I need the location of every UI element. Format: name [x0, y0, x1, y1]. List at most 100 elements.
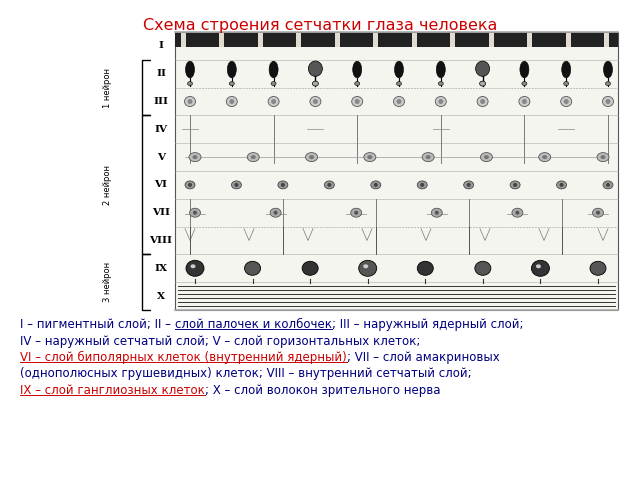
Ellipse shape [268, 96, 279, 107]
Ellipse shape [394, 61, 403, 78]
Ellipse shape [519, 96, 530, 107]
Text: 2 нейрон: 2 нейрон [104, 165, 113, 205]
Ellipse shape [191, 264, 195, 268]
Ellipse shape [605, 82, 611, 85]
Ellipse shape [394, 96, 404, 107]
Ellipse shape [431, 208, 442, 217]
Ellipse shape [234, 183, 239, 187]
Bar [604, 33, 609, 47]
Ellipse shape [596, 211, 600, 215]
Ellipse shape [559, 183, 564, 187]
Bar [412, 33, 417, 47]
Text: I: I [159, 41, 163, 50]
Ellipse shape [417, 181, 428, 189]
Ellipse shape [480, 99, 485, 104]
Bar [450, 33, 455, 47]
Ellipse shape [371, 181, 381, 189]
Ellipse shape [327, 183, 332, 187]
Ellipse shape [522, 82, 527, 85]
Ellipse shape [189, 153, 201, 162]
Ellipse shape [227, 96, 237, 107]
Ellipse shape [557, 181, 566, 189]
Ellipse shape [278, 181, 288, 189]
Bar [181, 33, 186, 47]
Ellipse shape [185, 181, 195, 189]
Ellipse shape [229, 82, 234, 85]
Ellipse shape [420, 183, 424, 187]
Bar [220, 33, 225, 47]
Bar [335, 33, 340, 47]
Ellipse shape [564, 82, 569, 85]
Ellipse shape [593, 208, 604, 217]
Text: VI: VI [154, 180, 168, 190]
Ellipse shape [227, 61, 236, 78]
Ellipse shape [310, 96, 321, 107]
Ellipse shape [355, 99, 360, 104]
Text: ; III – наружный ядерный слой;: ; III – наружный ядерный слой; [332, 318, 524, 331]
Text: ; X – слой волокон зрительного нерва: ; X – слой волокон зрительного нерва [205, 384, 440, 397]
Text: III: III [154, 97, 168, 106]
Ellipse shape [355, 82, 360, 85]
Text: слой палочек и колбочек: слой палочек и колбочек [175, 318, 332, 331]
Ellipse shape [352, 96, 363, 107]
Ellipse shape [520, 61, 529, 78]
Ellipse shape [422, 153, 434, 162]
Text: VI – слой биполярных клеток (внутренний ядерный): VI – слой биполярных клеток (внутренний … [20, 351, 347, 364]
Ellipse shape [374, 183, 378, 187]
Ellipse shape [189, 208, 200, 217]
Ellipse shape [193, 155, 198, 159]
Ellipse shape [438, 99, 444, 104]
Ellipse shape [438, 82, 444, 85]
Ellipse shape [539, 153, 550, 162]
Bar [488, 33, 493, 47]
Ellipse shape [522, 99, 527, 104]
Ellipse shape [229, 99, 234, 104]
Text: ; VII – слой амакриновых: ; VII – слой амакриновых [347, 351, 499, 364]
Bar [527, 33, 532, 47]
Ellipse shape [515, 211, 520, 215]
Text: IV: IV [154, 125, 168, 134]
Ellipse shape [604, 61, 612, 78]
Text: I – пигментный слой; II –: I – пигментный слой; II – [20, 318, 175, 331]
Ellipse shape [417, 261, 433, 276]
Ellipse shape [476, 61, 490, 76]
Ellipse shape [600, 155, 605, 159]
Ellipse shape [475, 261, 491, 276]
Ellipse shape [536, 264, 541, 268]
Ellipse shape [435, 211, 439, 215]
Text: V: V [157, 153, 165, 162]
Ellipse shape [510, 181, 520, 189]
Text: X: X [157, 292, 165, 300]
Ellipse shape [302, 261, 318, 276]
Ellipse shape [188, 82, 193, 85]
Ellipse shape [467, 183, 470, 187]
Ellipse shape [561, 96, 572, 107]
Ellipse shape [562, 61, 571, 78]
Ellipse shape [309, 155, 314, 159]
Ellipse shape [247, 153, 259, 162]
Ellipse shape [513, 183, 517, 187]
Text: Схема строения сетчатки глаза человека: Схема строения сетчатки глаза человека [143, 18, 497, 33]
Ellipse shape [484, 155, 489, 159]
Ellipse shape [353, 61, 362, 78]
Ellipse shape [269, 61, 278, 78]
Text: IV – наружный сетчатый слой; V – слой горизонтальных клеток;: IV – наружный сетчатый слой; V – слой го… [20, 335, 420, 348]
Ellipse shape [324, 181, 334, 189]
Text: IX – слой ганглиозных клеток: IX – слой ганглиозных клеток [20, 384, 205, 397]
Ellipse shape [397, 99, 401, 104]
Ellipse shape [397, 82, 401, 85]
Bar [566, 33, 570, 47]
Bar [175, 32, 618, 310]
Text: IX: IX [154, 264, 168, 273]
Ellipse shape [426, 155, 431, 159]
Ellipse shape [188, 183, 192, 187]
Ellipse shape [281, 183, 285, 187]
Ellipse shape [477, 96, 488, 107]
Bar [296, 33, 301, 47]
Ellipse shape [184, 96, 195, 107]
Bar [373, 33, 378, 47]
Ellipse shape [531, 260, 549, 276]
Ellipse shape [367, 155, 372, 159]
Ellipse shape [435, 96, 446, 107]
Ellipse shape [270, 208, 281, 217]
